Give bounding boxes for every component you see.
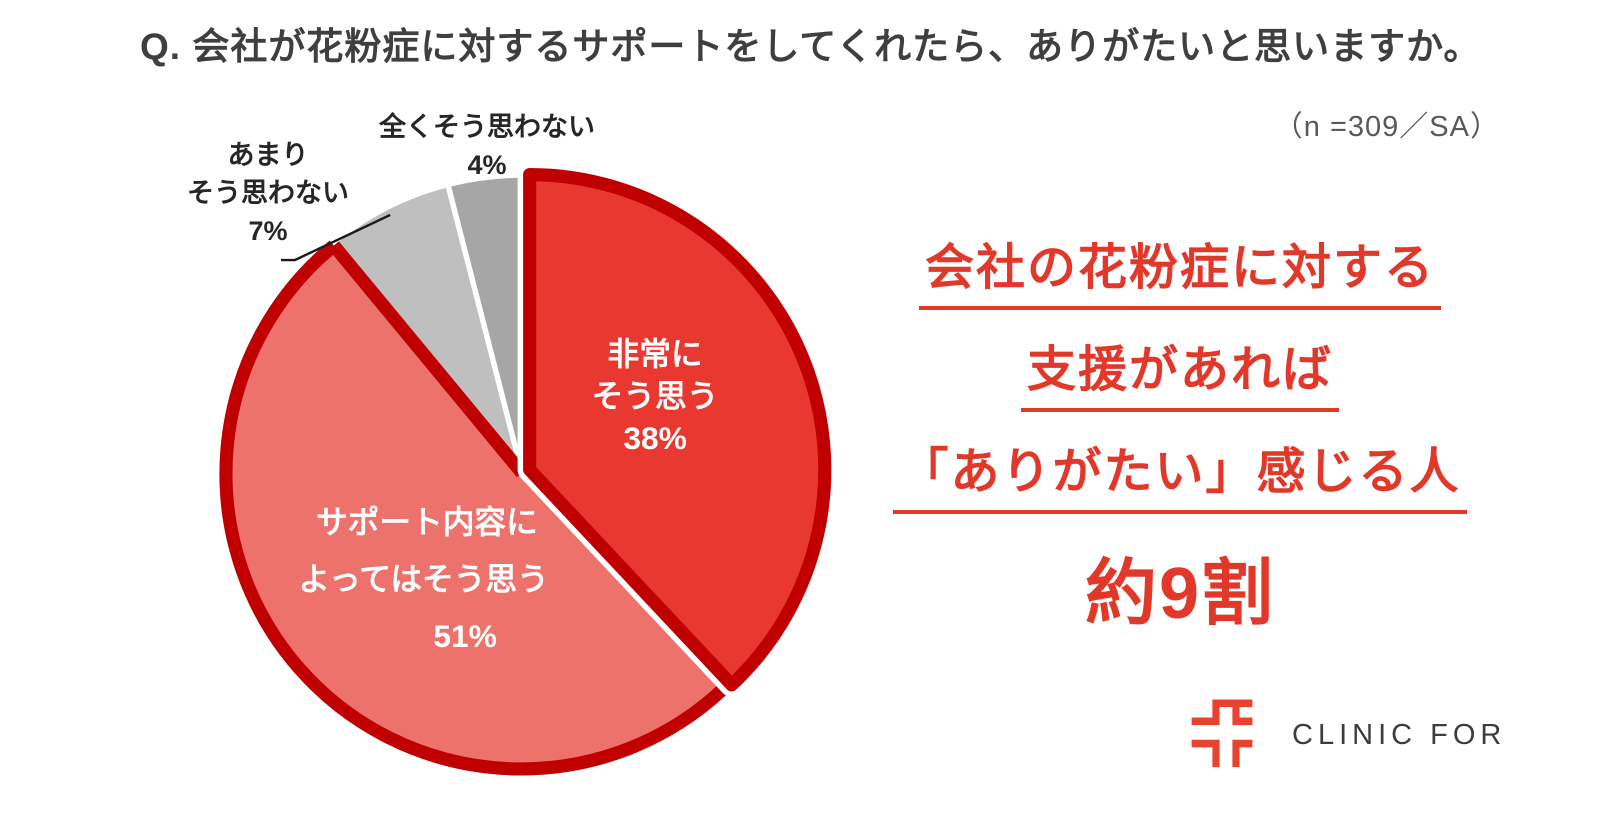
border-51-7	[328, 241, 528, 478]
callout-highlight: 約9割	[1084, 554, 1276, 634]
question-title: Q. 会社が花粉症に対するサポートをしてくれたら、ありがたいと思いますか。	[140, 26, 1482, 67]
leader-line-7	[281, 213, 391, 262]
slice-51-label-value: 51%	[433, 618, 496, 654]
pie-slice-38-group	[517, 162, 837, 697]
pie-slice-7	[333, 187, 522, 474]
pie-slice-51	[225, 245, 725, 769]
slice-51-label-line2: よってはそう思う	[298, 561, 548, 597]
clinic-for-logo-icon	[1191, 699, 1253, 768]
label-not-much-line1: あまり	[227, 140, 309, 170]
callout-line-1-text: 会社の花粉症に対する	[918, 228, 1441, 310]
outer-ring-51	[219, 240, 729, 776]
callout-line-2-text: 支援があれば	[1020, 330, 1339, 412]
callout-line-3-text: 「ありがたい」感じる人	[893, 432, 1467, 514]
separator-7-4	[445, 186, 525, 474]
clinic-for-logo-text: CLINIC FOR	[1292, 719, 1507, 751]
slice-38-label-value: 38%	[623, 420, 686, 456]
slice-38-label-line2: そう思う	[592, 378, 719, 414]
sample-size-note: （n =309／SA）	[1273, 111, 1500, 143]
pie-slice-38	[523, 167, 832, 692]
callout-panel: 会社の花粉症に対する 支援があれば 「ありがたい」感じる人 約9割	[860, 228, 1500, 639]
label-not-much-line2: そう思わない	[187, 178, 349, 208]
callout-line-3: 「ありがたい」感じる人	[860, 432, 1500, 514]
label-never-value: 4%	[467, 150, 507, 180]
slice-51-label-line1: サポート内容に	[316, 504, 538, 540]
label-never: 全くそう思わない 4%	[377, 108, 597, 184]
callout-line-2: 支援があれば	[860, 330, 1500, 412]
label-not-much: あまり そう思わない 7%	[158, 136, 378, 250]
label-never-text: 全くそう思わない	[379, 112, 595, 142]
slice-38-label-line1: 非常に	[608, 336, 703, 372]
pie-chart: 非常に そう思う 38% サポート内容に よってはそう思う 51%	[219, 162, 837, 776]
label-not-much-value: 7%	[248, 216, 288, 246]
callout-line-1: 会社の花粉症に対する	[860, 228, 1500, 310]
